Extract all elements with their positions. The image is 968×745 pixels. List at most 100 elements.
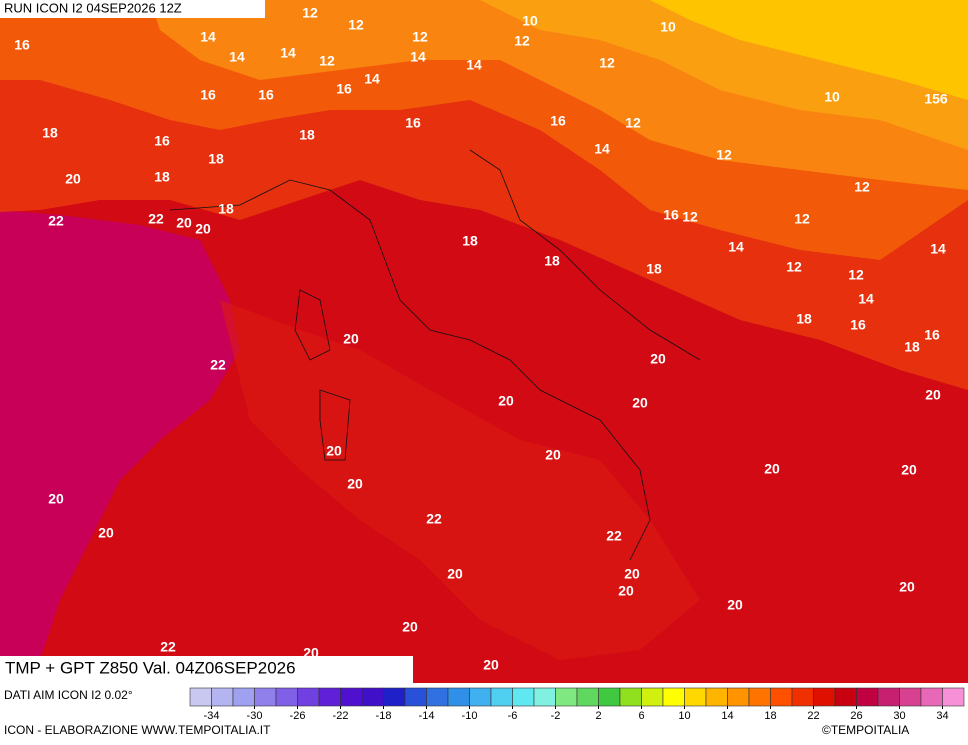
color-swatch <box>512 687 535 707</box>
data-source: DATI AIM ICON I2 0.02° <box>4 688 133 702</box>
color-swatch <box>426 687 449 707</box>
contour-label: 20 <box>343 331 359 347</box>
contour-label: 14 <box>728 239 744 255</box>
contour-label: 12 <box>786 259 802 275</box>
contour-label: 12 <box>794 211 810 227</box>
contour-label: 22 <box>48 213 64 229</box>
contour-label: 18 <box>154 169 170 185</box>
contour-label: 12 <box>625 115 641 131</box>
color-swatch <box>189 687 212 707</box>
contour-label: 14 <box>410 49 426 65</box>
colorbar-tick-label: -14 <box>419 710 435 722</box>
contour-label: 20 <box>176 215 192 231</box>
colorbar-tick-label: -26 <box>290 710 306 722</box>
contour-label: 12 <box>514 33 530 49</box>
contour-label: 18 <box>299 127 315 143</box>
color-swatch <box>490 687 513 707</box>
color-swatch <box>770 687 793 707</box>
color-swatch <box>297 687 320 707</box>
contour-label: 22 <box>606 528 622 544</box>
color-swatch <box>791 687 814 707</box>
contour-label: 20 <box>48 491 64 507</box>
color-swatch <box>232 687 255 707</box>
contour-label: 14 <box>229 49 245 65</box>
contour-label: 16 <box>154 133 170 149</box>
title-box <box>0 656 413 683</box>
contour-label: 16 <box>200 87 216 103</box>
color-swatch <box>447 687 470 707</box>
color-swatch <box>684 687 707 707</box>
colorbar-tick-label: -2 <box>551 710 561 722</box>
contour-label: 14 <box>858 291 874 307</box>
contour-label: 14 <box>594 141 610 157</box>
color-swatch <box>813 687 836 707</box>
color-swatch <box>318 687 341 707</box>
contour-label: 16 <box>550 113 566 129</box>
contour-label: 20 <box>899 579 915 595</box>
contour-label: 20 <box>498 393 514 409</box>
contour-label: 14 <box>930 241 946 257</box>
colorbar-tick-label: -30 <box>247 710 263 722</box>
color-swatch <box>899 687 922 707</box>
color-swatch <box>877 687 900 707</box>
contour-label: 22 <box>148 211 164 227</box>
colorbar-tick-label: 2 <box>595 710 601 722</box>
contour-label: 20 <box>326 443 342 459</box>
contour-label: 20 <box>65 171 81 187</box>
contour-label: 20 <box>618 583 634 599</box>
colorbar-tick-label: -22 <box>333 710 349 722</box>
contour-label: 18 <box>796 311 812 327</box>
contour-label: 18 <box>42 125 58 141</box>
color-swatch <box>856 687 879 707</box>
contour-label: 18 <box>544 253 560 269</box>
colorbar-tick-label: 30 <box>893 710 905 722</box>
colorbar-tick-label: 34 <box>936 710 948 722</box>
contour-label: 16 <box>405 115 421 131</box>
contour-label: 12 <box>848 267 864 283</box>
contour-label: 12 <box>854 179 870 195</box>
contour-label: 20 <box>483 657 499 673</box>
contour-label: 22 <box>210 357 226 373</box>
contour-label: 20 <box>901 462 917 478</box>
contour-label: 14 <box>200 29 216 45</box>
color-swatch <box>469 687 492 707</box>
contour-label: 14 <box>280 45 296 61</box>
contour-label: 14 <box>364 71 380 87</box>
contour-label: 156 <box>924 91 948 107</box>
contour-label: 20 <box>925 387 941 403</box>
contour-label: 10 <box>824 89 840 105</box>
colorbar-tick-label: 10 <box>678 710 690 722</box>
contour-label: 18 <box>462 233 478 249</box>
colorbar-tick-label: -34 <box>204 710 220 722</box>
contour-label: 18 <box>218 201 234 217</box>
contour-label: 22 <box>160 639 176 655</box>
color-swatch <box>275 687 298 707</box>
color-swatch <box>555 687 578 707</box>
contour-label: 16 <box>14 37 30 53</box>
contour-label: 20 <box>764 461 780 477</box>
map-background <box>0 0 968 683</box>
color-swatch <box>727 687 750 707</box>
map-title: TMP + GPT Z850 Val. 04Z06SEP2026 <box>5 658 296 677</box>
contour-label: 20 <box>98 525 114 541</box>
colorbar-tick-label: -10 <box>462 710 478 722</box>
color-swatch <box>942 687 965 707</box>
color-swatch <box>705 687 728 707</box>
contour-label: 10 <box>660 19 676 35</box>
contour-label: 20 <box>545 447 561 463</box>
contour-label: 20 <box>195 221 211 237</box>
contour-label: 20 <box>447 566 463 582</box>
contour-label: 20 <box>650 351 666 367</box>
contour-label: 12 <box>302 5 318 21</box>
color-swatch <box>662 687 685 707</box>
color-swatch <box>211 687 234 707</box>
color-swatch <box>619 687 642 707</box>
contour-label: 20 <box>347 476 363 492</box>
color-swatch <box>641 687 664 707</box>
contour-label: 16 <box>924 327 940 343</box>
contour-label: 20 <box>632 395 648 411</box>
colorbar-tick-label: -18 <box>376 710 392 722</box>
contour-label: 18 <box>208 151 224 167</box>
run-label: RUN ICON I2 04SEP2026 12Z <box>4 0 182 15</box>
